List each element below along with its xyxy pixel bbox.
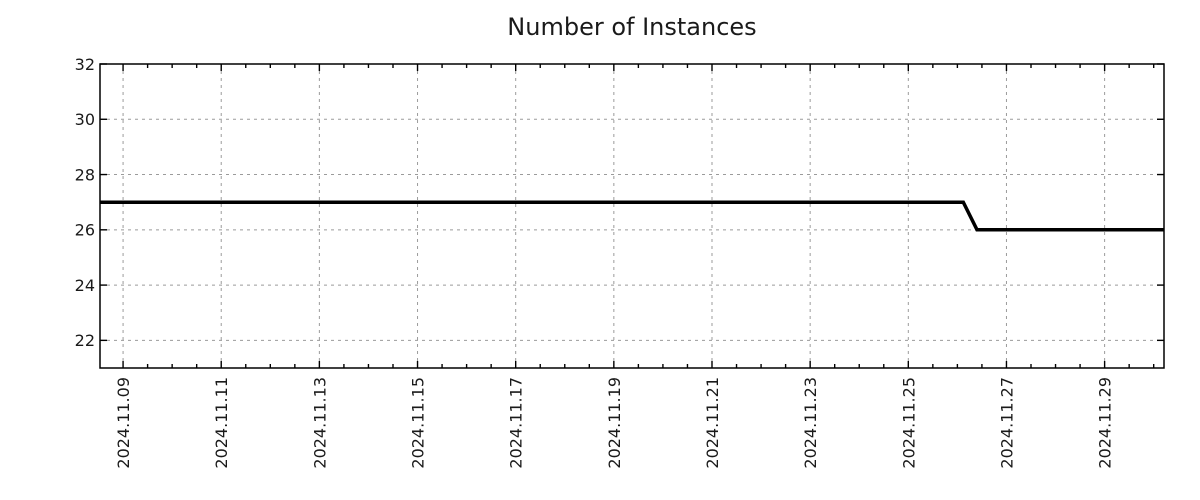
x-tick-label: 2024.11.09 (114, 377, 133, 469)
x-tick-label: 2024.11.11 (212, 377, 231, 469)
y-tick-label: 22 (75, 331, 95, 350)
x-tick-label: 2024.11.17 (507, 377, 526, 469)
y-tick-label: 32 (75, 55, 95, 74)
series-line-instances (100, 200, 1164, 232)
chart-title: Number of Instances (507, 13, 757, 41)
x-tick-label: 2024.11.21 (703, 377, 722, 469)
x-tick-label: 2024.11.25 (899, 377, 918, 469)
y-tick-label: 26 (75, 221, 95, 240)
x-tick-label: 2024.11.27 (997, 377, 1016, 469)
x-tick-label: 2024.11.13 (310, 377, 329, 469)
plot-border (99, 63, 1165, 369)
x-tick-label: 2024.11.19 (605, 377, 624, 469)
y-tick-label: 30 (75, 110, 95, 129)
y-tick-label: 28 (75, 165, 95, 184)
x-tick-label: 2024.11.23 (801, 377, 820, 469)
y-tick-label: 24 (75, 276, 95, 295)
x-tick-label: 2024.11.29 (1096, 377, 1115, 469)
x-tick-label: 2024.11.15 (409, 377, 428, 469)
